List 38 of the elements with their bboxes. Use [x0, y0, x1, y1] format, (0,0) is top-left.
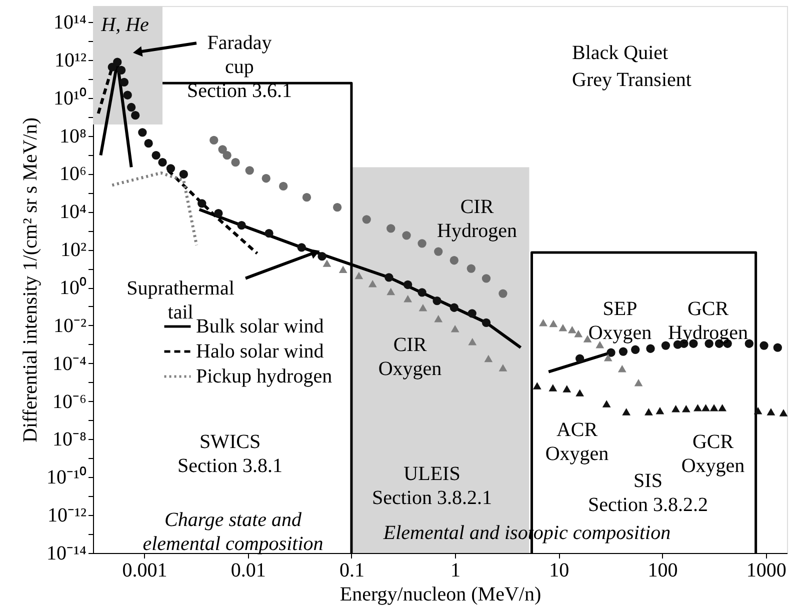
- x-tick-label: 0.1: [339, 560, 364, 582]
- annotation: Charge state and elemental composition: [142, 509, 324, 555]
- y-axis-title: Differential intensity 1/(cm² sr s MeV/n): [20, 118, 42, 442]
- legend-label: Pickup hydrogen: [196, 366, 332, 388]
- y-tick-label: 10⁰: [60, 276, 86, 300]
- y-tick-label: 10¹⁴: [54, 12, 87, 34]
- x-tick-label: 10: [549, 560, 570, 582]
- annotation: ACR Oxygen: [545, 419, 609, 465]
- annotation: SEP Oxygen: [588, 298, 652, 344]
- x-tick-label: 100: [648, 560, 678, 582]
- y-tick-label: 10⁴: [60, 201, 87, 224]
- annotation: H, He: [100, 14, 150, 36]
- x-tick-label: 0.01: [230, 560, 266, 582]
- y-tick-label: 10⁸: [60, 125, 87, 148]
- annotation: CIR Hydrogen: [437, 196, 517, 242]
- y-tick-label: 10⁶: [60, 163, 87, 186]
- annotation: SWICS Section 3.8.1: [178, 431, 282, 477]
- annotation: ULEIS Section 3.8.2.1: [372, 463, 492, 509]
- y-tick-label: 10⁻⁴: [52, 352, 87, 375]
- x-tick-label: 1000: [746, 560, 786, 582]
- x-axis-title: Energy/nucleon (MeV/n): [340, 584, 542, 606]
- x-tick-label: 1: [450, 560, 461, 582]
- y-tick-label: 10¹⁰: [54, 86, 86, 110]
- legend-label: Halo solar wind: [196, 340, 324, 362]
- y-tick-label: 10¹²: [54, 49, 86, 72]
- y-tick-label: 10⁻⁶: [52, 390, 87, 413]
- annotation: Grey Transient: [572, 69, 692, 91]
- annotation: Black Quiet: [572, 42, 669, 64]
- y-tick-label: 10⁻¹²: [48, 504, 86, 527]
- y-tick-label: 10⁻²: [54, 314, 86, 337]
- y-tick-label: 10⁻⁸: [52, 428, 87, 451]
- x-tick-label: 0.001: [122, 560, 168, 582]
- annotation: Faraday cup Section 3.6.1: [186, 32, 292, 102]
- y-tick-label: 10²: [60, 239, 86, 262]
- y-tick-label: 10⁻¹⁴: [46, 542, 87, 564]
- annotation: CIR Oxygen: [378, 334, 442, 380]
- annotation: GCR Hydrogen: [668, 298, 748, 344]
- y-tick-label: 10⁻¹⁰: [46, 466, 86, 489]
